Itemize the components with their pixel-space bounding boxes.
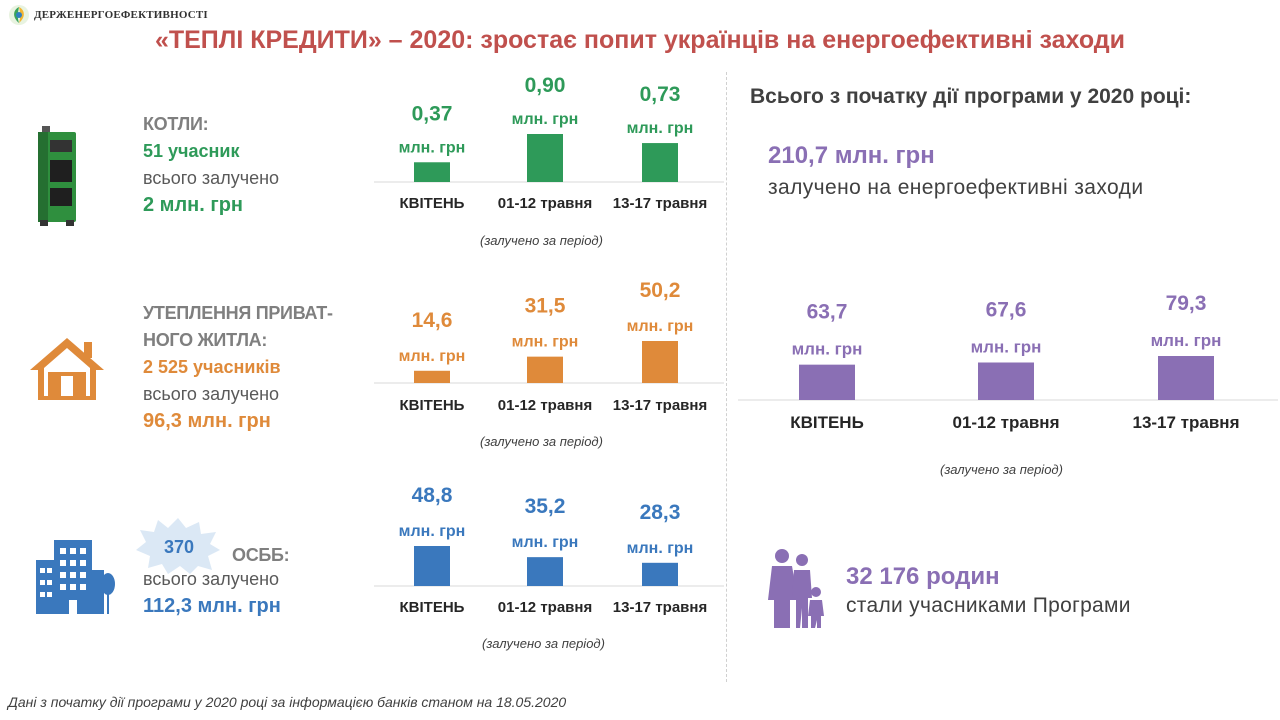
chart-unit-label: млн. грн (512, 334, 579, 351)
chart-unit-label: млн. грн (627, 540, 694, 557)
osbb-period-note: (залучено за період) (482, 636, 605, 651)
chart-value-label: 79,3 (1166, 292, 1207, 315)
chart-category-label: 13-17 травня (613, 195, 707, 212)
chart-bar (1158, 356, 1214, 400)
chart-unit-label: млн. грн (399, 348, 466, 365)
chart-category-label: КВІТЕНЬ (400, 397, 465, 414)
boilers-involved-value: 2 млн. грн (143, 194, 243, 216)
chart-category-label: 01-12 травня (498, 397, 592, 414)
chart-bar (978, 362, 1034, 400)
chart-unit-label: млн. грн (792, 340, 863, 359)
page-title: «ТЕПЛІ КРЕДИТИ» – 2020: зростає попит ук… (154, 26, 1126, 54)
summary-heading: Всього з початку дії програми у 2020 роц… (750, 85, 1192, 108)
chart-unit-label: млн. грн (512, 534, 579, 551)
chart-bar (799, 364, 855, 400)
osbb-caption: ОСББ: (232, 545, 290, 565)
chart-value-label: 14,6 (412, 309, 453, 332)
boilers-participants: 51 учасник (143, 141, 240, 161)
insulation-text: УТЕПЛЕННЯ ПРИВАТ- НОГО ЖИТЛА: 2 525 учас… (143, 300, 333, 435)
insulation-bar-chart: млн. грн 14,6 КВІТЕНЬ млн. грн 31,5 01-12 тра… (374, 279, 724, 414)
chart-category-label: 01-12 травня (498, 599, 592, 616)
family-icon (768, 549, 824, 628)
chart-category-label: 01-12 травня (952, 413, 1059, 432)
chart-value-label: 63,7 (807, 301, 848, 324)
chart-category-label: 13-17 травня (1132, 413, 1239, 432)
chart-value-label: 31,5 (525, 295, 566, 318)
total-bar-chart: млн. грн 63,7 КВІТЕНЬ млн. грн 67,6 01-12 тра… (738, 292, 1278, 432)
chart-unit-label: млн. грн (399, 523, 466, 540)
insulation-period-note: (залучено за період) (480, 434, 603, 449)
chart-value-label: 35,2 (525, 495, 566, 518)
boiler-icon (38, 126, 76, 226)
families-desc: стали учасниками Програми (846, 594, 1131, 617)
chart-unit-label: млн. грн (399, 139, 466, 156)
chart-bar (414, 162, 450, 182)
families-value: 32 176 родин (846, 563, 1000, 590)
chart-value-label: 0,73 (640, 83, 681, 106)
chart-unit-label: млн. грн (627, 318, 694, 335)
insulation-caption-line1: УТЕПЛЕННЯ ПРИВАТ- (143, 303, 333, 323)
apartment-building-icon (36, 540, 115, 614)
chart-value-label: 50,2 (640, 279, 681, 302)
boilers-period-note: (залучено за період) (480, 233, 603, 248)
osbb-count: 370 (164, 537, 195, 557)
insulation-participants: 2 525 учасників (143, 357, 281, 377)
summary-total-value: 210,7 млн. грн (768, 142, 935, 169)
chart-bar (414, 546, 450, 586)
footnote: Дані з початку дії програми у 2020 році … (8, 694, 567, 710)
chart-unit-label: млн. грн (971, 337, 1042, 356)
insulation-involved-label: всього залучено (143, 384, 280, 404)
chart-value-label: 28,3 (640, 501, 681, 524)
chart-bar (527, 134, 563, 182)
summary-total-desc: залучено на енергоефективні заходи (768, 176, 1144, 199)
logo-icon (9, 5, 29, 25)
boilers-caption: КОТЛИ: (143, 114, 209, 134)
chart-bar (642, 341, 678, 383)
boilers-bar-chart: млн. грн 0,37 КВІТЕНЬ млн. грн 0,90 01-12 тра… (374, 74, 724, 212)
osbb-text: всього залучено 112,3 млн. грн (143, 566, 281, 620)
chart-bar (642, 562, 678, 586)
osbb-involved-label: всього залучено (143, 569, 280, 589)
chart-category-label: 01-12 травня (498, 195, 592, 212)
house-icon (30, 338, 104, 400)
chart-category-label: КВІТЕНЬ (400, 195, 465, 212)
chart-value-label: 67,6 (986, 298, 1027, 321)
chart-unit-label: млн. грн (1151, 331, 1222, 350)
chart-bar (527, 356, 563, 383)
chart-category-label: КВІТЕНЬ (400, 599, 465, 616)
chart-category-label: 13-17 травня (613, 397, 707, 414)
insulation-caption-line2: НОГО ЖИТЛА: (143, 330, 268, 350)
boilers-involved-label: всього залучено (143, 168, 280, 188)
osbb-bar-chart: млн. грн 48,8 КВІТЕНЬ млн. грн 35,2 01-12 тра… (374, 484, 724, 616)
chart-value-label: 48,8 (412, 484, 453, 507)
chart-value-label: 0,90 (525, 74, 566, 97)
chart-value-label: 0,37 (412, 102, 453, 125)
total-period-note: (залучено за період) (940, 462, 1063, 477)
chart-bar (642, 143, 678, 182)
boilers-text: КОТЛИ: 51 учасник всього залучено 2 млн.… (143, 111, 279, 219)
osbb-involved-value: 112,3 млн. грн (143, 595, 281, 617)
chart-unit-label: млн. грн (512, 111, 579, 128)
chart-unit-label: млн. грн (627, 120, 694, 137)
insulation-involved-value: 96,3 млн. грн (143, 410, 271, 432)
logo-text: ДЕРЖЕНЕРГОЕФЕКТИВНОСТІ (34, 9, 208, 21)
logo: ДЕРЖЕНЕРГОЕФЕКТИВНОСТІ (8, 4, 208, 26)
vertical-divider (726, 72, 727, 682)
chart-bar (527, 557, 563, 586)
chart-bar (414, 370, 450, 383)
chart-category-label: 13-17 травня (613, 599, 707, 616)
count-starburst-badge (136, 518, 220, 574)
chart-category-label: КВІТЕНЬ (790, 413, 864, 432)
